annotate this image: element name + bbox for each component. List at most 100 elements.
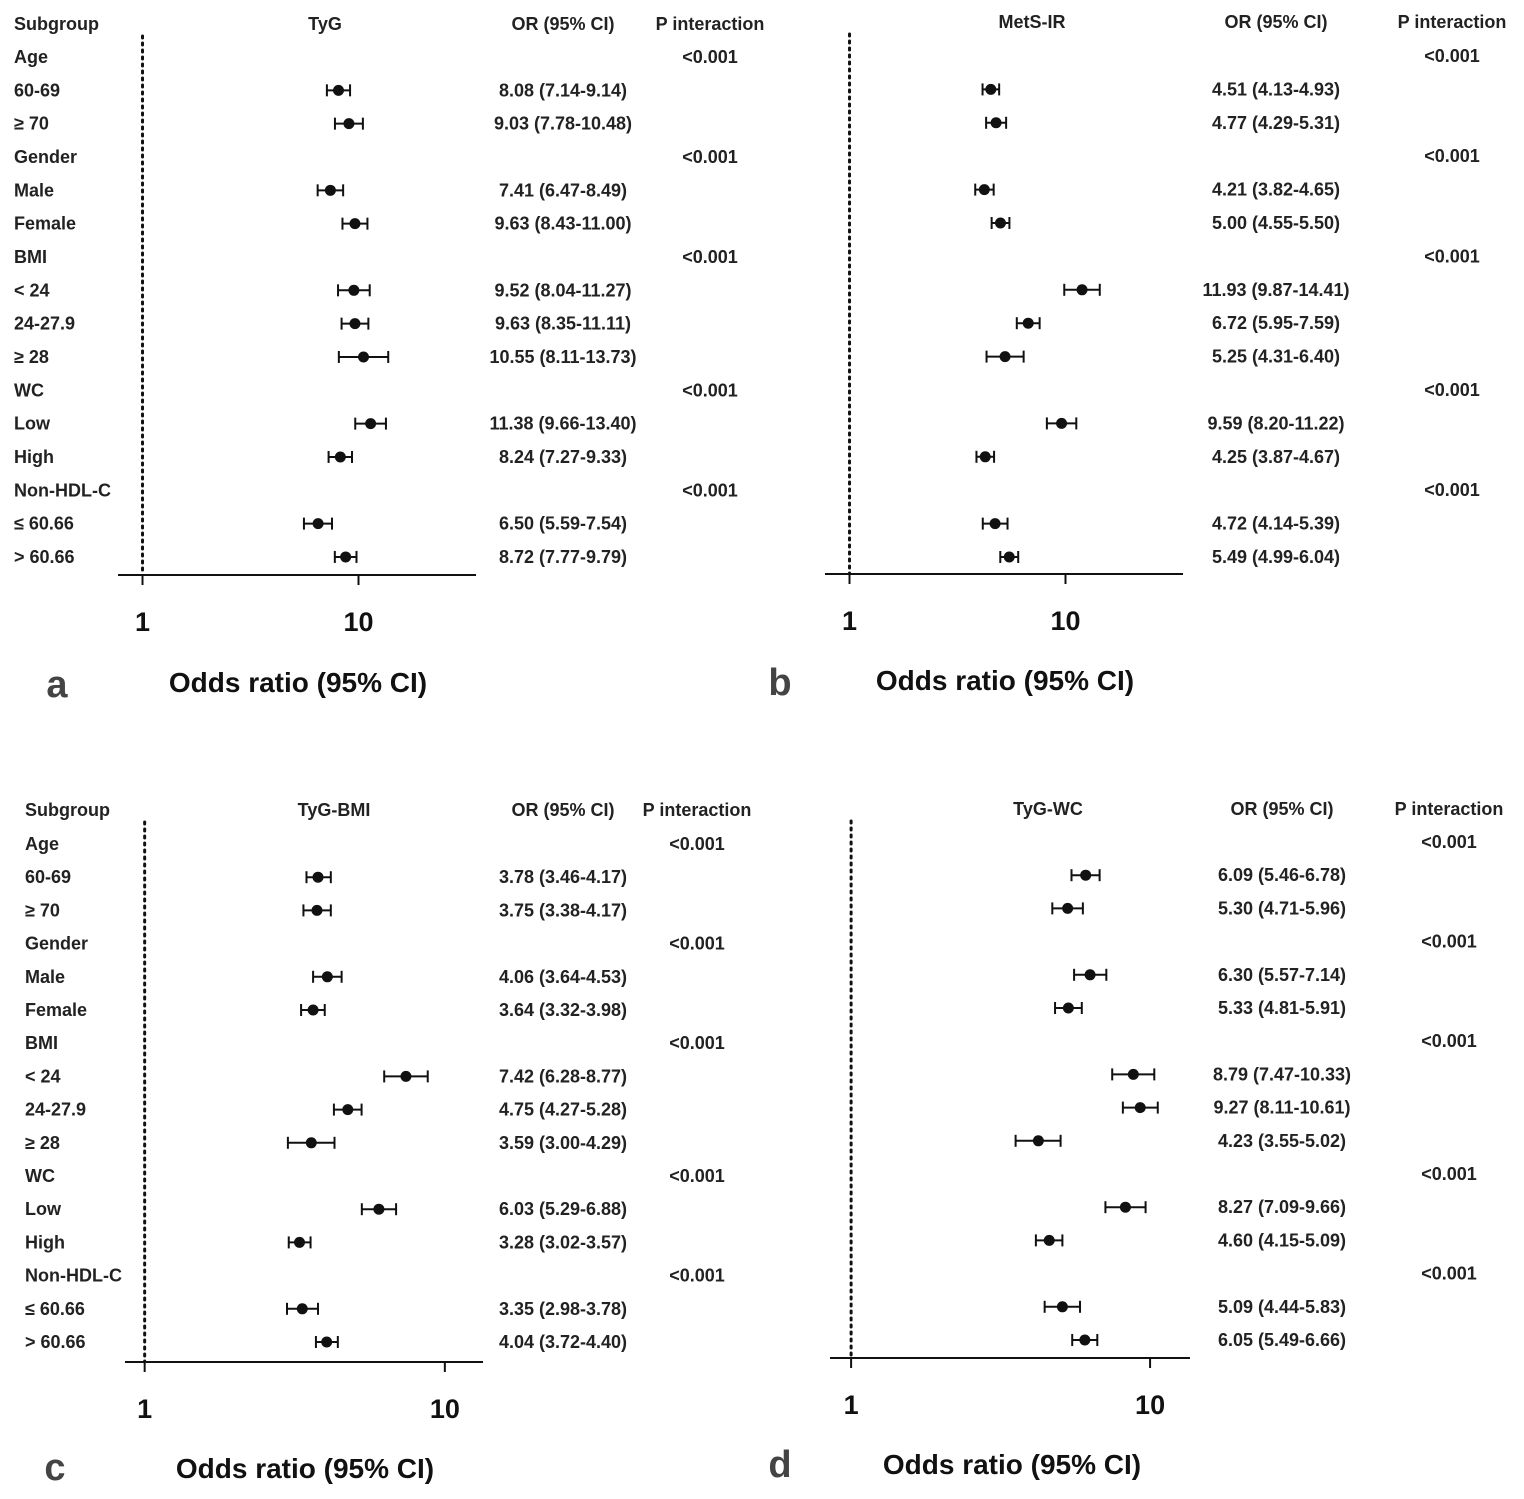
or-ci-label: 5.49 (4.99-6.04) [1212, 547, 1340, 567]
subgroup-label: ≥ 70 [25, 900, 60, 920]
x-axis-label: Odds ratio (95% CI) [169, 667, 427, 698]
or-ci-label: 4.23 (3.55-5.02) [1218, 1131, 1346, 1151]
panel-title: TyG-BMI [298, 800, 371, 820]
subgroup-label: Age [25, 834, 59, 854]
x-axis-label: Odds ratio (95% CI) [883, 1449, 1141, 1480]
subgroup-label: ≤ 60.66 [14, 514, 74, 534]
x-axis-label: Odds ratio (95% CI) [876, 665, 1134, 696]
p-interaction-value: <0.001 [669, 1033, 725, 1053]
or-ci-header: OR (95% CI) [511, 800, 614, 820]
or-point [312, 871, 324, 883]
or-point [340, 551, 352, 563]
or-point [358, 351, 370, 363]
p-interaction-value: <0.001 [669, 834, 725, 854]
p-interaction-value: <0.001 [1421, 1031, 1477, 1051]
or-point [343, 118, 355, 130]
or-ci-label: 6.09 (5.46-6.78) [1218, 865, 1346, 885]
panel-d: TyG-WC OR (95% CI) P interaction <0.001 6.09… [768, 799, 1503, 1486]
or-ci-label: 8.27 (7.09-9.66) [1218, 1197, 1346, 1217]
or-point [1022, 317, 1034, 329]
subgroup-label: WC [14, 380, 44, 400]
or-ci-label: 5.09 (4.44-5.83) [1218, 1297, 1346, 1317]
or-ci-label: 5.30 (4.71-5.96) [1218, 898, 1346, 918]
or-ci-label: 4.51 (4.13-4.93) [1212, 79, 1340, 99]
or-point [1056, 417, 1068, 429]
subgroup-header: Subgroup [14, 14, 99, 34]
subgroup-label: Male [14, 180, 54, 200]
subgroup-label: Age [14, 47, 48, 67]
or-point [1079, 1334, 1091, 1346]
or-ci-label: 3.64 (3.32-3.98) [499, 1000, 627, 1020]
panel-letter: a [46, 664, 68, 706]
or-ci-label: 9.27 (8.11-10.61) [1213, 1098, 1350, 1118]
or-ci-header: OR (95% CI) [511, 14, 614, 34]
or-ci-label: 6.72 (5.95-7.59) [1212, 313, 1340, 333]
subgroup-label: BMI [25, 1033, 58, 1053]
or-point [305, 1137, 317, 1149]
subgroup-label: Gender [25, 934, 88, 954]
panel-a: Subgroup TyG OR (95% CI) P interaction Age <0… [14, 14, 764, 706]
or-ci-label: 11.38 (9.66-13.40) [489, 414, 636, 434]
subgroup-label: 24-27.9 [25, 1100, 86, 1120]
x-tick-label: 10 [1050, 606, 1080, 636]
or-point [1134, 1102, 1146, 1114]
or-ci-label: 6.50 (5.59-7.54) [499, 514, 627, 534]
p-interaction-value: <0.001 [682, 380, 738, 400]
or-ci-label: 6.05 (5.49-6.66) [1218, 1330, 1346, 1350]
subgroup-label: Non-HDL-C [25, 1266, 122, 1286]
p-interaction-value: <0.001 [1421, 1264, 1477, 1284]
subgroup-label: Non-HDL-C [14, 480, 111, 500]
panel-c: Subgroup TyG-BMI OR (95% CI) P interaction A… [25, 800, 751, 1489]
or-point [1003, 551, 1015, 563]
panel-letter: d [768, 1444, 791, 1486]
or-point [990, 117, 1002, 129]
or-ci-label: 7.41 (6.47-8.49) [499, 180, 627, 200]
or-point [348, 284, 360, 296]
p-interaction-value: <0.001 [1424, 380, 1480, 400]
subgroup-label: ≥ 28 [14, 347, 49, 367]
p-interaction-value: <0.001 [669, 1166, 725, 1186]
subgroup-label: ≥ 28 [25, 1133, 60, 1153]
panel-b: MetS-IR OR (95% CI) P interaction <0.001 4.5… [768, 12, 1506, 704]
subgroup-label: 60-69 [14, 80, 60, 100]
subgroup-label: ≥ 70 [14, 114, 49, 134]
p-interaction-value: <0.001 [1421, 1164, 1477, 1184]
p-interaction-value: <0.001 [669, 1266, 725, 1286]
or-ci-label: 3.35 (2.98-3.78) [499, 1299, 627, 1319]
x-tick-label: 1 [137, 1394, 152, 1424]
or-point [979, 451, 991, 463]
subgroup-label: High [14, 447, 54, 467]
or-ci-label: 4.72 (4.14-5.39) [1212, 514, 1340, 534]
or-ci-label: 10.55 (8.11-13.73) [489, 347, 636, 367]
or-ci-label: 3.28 (3.02-3.57) [499, 1232, 627, 1252]
or-point [307, 1004, 319, 1016]
p-interaction-value: <0.001 [1421, 932, 1477, 952]
p-interaction-value: <0.001 [682, 47, 738, 67]
or-point [365, 418, 377, 430]
or-ci-label: 11.93 (9.87-14.41) [1202, 280, 1349, 300]
x-tick-label: 1 [844, 1390, 859, 1420]
or-point [985, 83, 997, 95]
p-interaction-value: <0.001 [1424, 46, 1480, 66]
or-ci-label: 9.63 (8.43-11.00) [494, 214, 631, 234]
or-point [334, 451, 346, 463]
or-point [989, 518, 1001, 530]
or-ci-label: 3.75 (3.38-4.17) [499, 900, 627, 920]
or-ci-label: 5.25 (4.31-6.40) [1212, 347, 1340, 367]
or-point [1127, 1068, 1139, 1080]
p-interaction-value: <0.001 [669, 934, 725, 954]
panel-title: TyG-WC [1013, 799, 1083, 819]
x-axis-label: Odds ratio (95% CI) [176, 1453, 434, 1484]
p-interaction-value: <0.001 [1424, 480, 1480, 500]
subgroup-label: Male [25, 967, 65, 987]
subgroup-label: High [25, 1232, 65, 1252]
subgroup-label: ≤ 60.66 [25, 1299, 85, 1319]
subgroup-label: < 24 [14, 280, 50, 300]
or-ci-label: 4.60 (4.15-5.09) [1218, 1230, 1346, 1250]
or-point [400, 1070, 412, 1082]
or-point [296, 1303, 308, 1315]
or-point [311, 904, 323, 916]
or-ci-label: 6.03 (5.29-6.88) [499, 1199, 627, 1219]
x-tick-label: 1 [135, 607, 150, 637]
p-interaction-header: P interaction [1398, 12, 1507, 32]
